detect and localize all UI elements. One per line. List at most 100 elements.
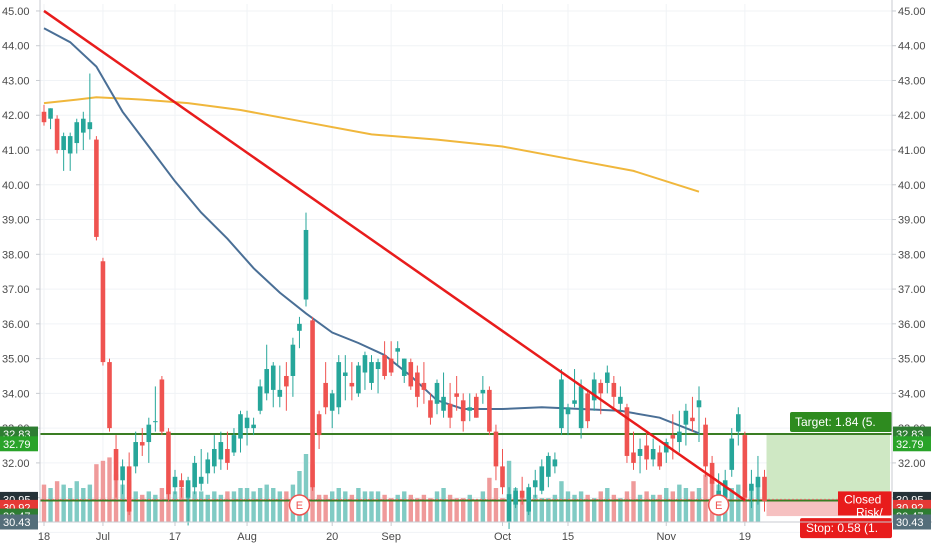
candle bbox=[408, 358, 414, 390]
candle-body bbox=[749, 483, 754, 491]
volume-bar bbox=[133, 491, 138, 522]
candle bbox=[552, 452, 558, 474]
candle bbox=[126, 452, 132, 516]
candle-body bbox=[356, 365, 361, 394]
volume-bar bbox=[94, 464, 99, 522]
volume-bar bbox=[631, 481, 636, 522]
right-tick-label: 36.00 bbox=[898, 319, 926, 331]
trendline-line[interactable] bbox=[43, 9, 746, 502]
volume-bar bbox=[670, 491, 675, 522]
candle-body bbox=[480, 389, 486, 394]
candle bbox=[618, 386, 623, 415]
volume-bar bbox=[140, 494, 145, 522]
candle bbox=[487, 386, 492, 436]
volume-bar bbox=[120, 484, 125, 522]
candle bbox=[467, 393, 473, 422]
right-price-tag bbox=[893, 514, 931, 530]
candle bbox=[329, 389, 335, 429]
volume-bar bbox=[421, 494, 427, 522]
volume-bar bbox=[447, 494, 453, 522]
candle-body bbox=[421, 382, 427, 390]
left-tick-label: 37.00 bbox=[2, 284, 30, 296]
volume-bar bbox=[637, 494, 643, 522]
left-price-tag-label: 30.43 bbox=[3, 517, 31, 529]
target-zone bbox=[766, 434, 890, 500]
stop-box bbox=[800, 518, 892, 539]
target-box bbox=[790, 412, 892, 433]
candle-body bbox=[362, 355, 368, 373]
candle bbox=[48, 108, 53, 130]
candle bbox=[251, 417, 256, 436]
volume-bar bbox=[664, 488, 669, 522]
candle-body bbox=[179, 480, 184, 488]
candle-body bbox=[54, 118, 60, 151]
earnings-event-marker[interactable] bbox=[288, 494, 311, 516]
candle-body bbox=[244, 417, 250, 429]
candle bbox=[578, 379, 584, 439]
candle bbox=[153, 386, 158, 432]
candle-body bbox=[506, 494, 512, 522]
candle-body bbox=[81, 118, 86, 133]
volume-bar bbox=[480, 491, 486, 522]
volume-bar bbox=[382, 494, 387, 522]
volume-bar bbox=[244, 488, 250, 522]
candle-body bbox=[238, 414, 243, 439]
candle bbox=[559, 369, 564, 436]
volume-bar bbox=[441, 488, 446, 522]
candle-body bbox=[539, 466, 545, 491]
candle bbox=[218, 431, 224, 470]
volume-bar bbox=[153, 494, 158, 522]
candle-body bbox=[87, 122, 93, 130]
candle-body bbox=[172, 476, 178, 488]
time-tick-label: 17 bbox=[169, 531, 181, 543]
candle bbox=[133, 431, 138, 474]
candle-body bbox=[48, 108, 53, 119]
volume-bar bbox=[677, 484, 682, 522]
right-price-tag bbox=[893, 436, 931, 452]
candle bbox=[611, 375, 617, 408]
left-tick-label: 32.00 bbox=[2, 458, 30, 470]
candle bbox=[677, 410, 682, 453]
earnings-event-marker[interactable] bbox=[707, 494, 730, 516]
volume-bar bbox=[434, 491, 440, 522]
earnings-event-label: E bbox=[715, 500, 722, 512]
candle bbox=[657, 445, 662, 470]
candle bbox=[624, 403, 630, 463]
closed-box bbox=[838, 491, 892, 516]
candle-body bbox=[500, 466, 505, 488]
candle bbox=[310, 316, 315, 491]
candle-body bbox=[762, 476, 767, 502]
volume-bar bbox=[251, 491, 256, 522]
candle-body bbox=[120, 466, 125, 481]
candle bbox=[146, 417, 152, 463]
candle-body bbox=[722, 480, 728, 498]
candle-body bbox=[126, 466, 132, 512]
candle bbox=[290, 337, 296, 397]
candle bbox=[94, 136, 99, 241]
candle-body bbox=[336, 362, 342, 408]
volume-bar bbox=[61, 484, 66, 522]
volume-bar bbox=[578, 491, 584, 522]
left-tick-label: 41.00 bbox=[2, 145, 30, 157]
volume-bar bbox=[467, 494, 472, 522]
volume-bars bbox=[41, 454, 761, 522]
left-price-tag bbox=[0, 436, 38, 452]
volume-bar bbox=[618, 498, 623, 522]
candle-body bbox=[382, 355, 387, 376]
candle-body bbox=[467, 407, 473, 411]
candle bbox=[303, 212, 309, 307]
candle-body bbox=[264, 369, 269, 394]
candle bbox=[526, 483, 531, 516]
candle-body bbox=[546, 455, 551, 477]
volume-bar bbox=[592, 498, 597, 522]
volume-bar bbox=[48, 488, 53, 522]
candle-body bbox=[113, 448, 119, 481]
trendline[interactable] bbox=[43, 9, 746, 502]
volume-bar bbox=[87, 484, 93, 522]
candle bbox=[375, 358, 381, 394]
candle-body bbox=[408, 362, 414, 387]
right-price-tag-label: 32.79 bbox=[896, 439, 924, 451]
candle bbox=[297, 316, 302, 349]
